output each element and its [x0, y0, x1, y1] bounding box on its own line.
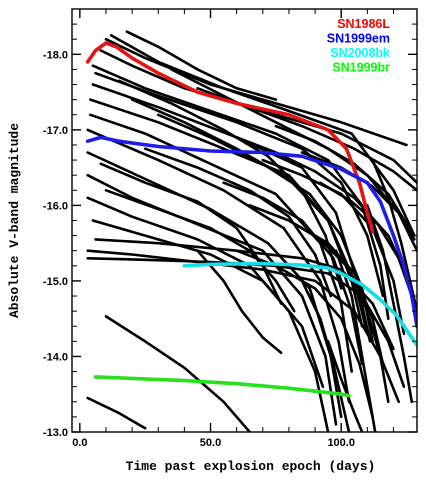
sn-light-curve-9	[86, 128, 351, 404]
sn-light-curve-4	[91, 64, 390, 320]
x-tick-label: 100.0	[327, 437, 355, 449]
legend-entry-sn1999em: SN1999em	[327, 32, 390, 46]
sn-light-curve-36	[300, 279, 351, 432]
sn-light-curve-16	[94, 238, 395, 351]
sn-light-curve-18	[157, 113, 374, 343]
sn-light-curve-42	[125, 30, 278, 101]
y-tick-label: -16.0	[43, 200, 68, 212]
x-tick-label: 50.0	[200, 437, 221, 449]
x-tick-label: 0.0	[72, 437, 87, 449]
series-line-sn1999em	[85, 135, 417, 329]
sn-light-curve-5	[94, 71, 385, 298]
sn-light-curve-14	[86, 249, 400, 404]
sn-light-curve-30	[104, 189, 296, 313]
plot-lines	[85, 30, 417, 432]
sn-light-curve-22	[261, 158, 406, 336]
sn-light-curve-23	[248, 204, 385, 366]
sn-light-curve-3	[109, 34, 416, 237]
axes: 0.0 50.0 100.0 -18.0 -17.0 -16.0 -15.0 -14.0 -13…	[7, 8, 418, 474]
sn-light-curve-12	[86, 196, 330, 432]
sn-light-curve-41	[117, 79, 343, 290]
y-axis-title: Absolute V-band magnitude	[7, 123, 22, 318]
sn-light-curve-25	[274, 124, 411, 230]
sn-light-curve-11	[86, 173, 338, 426]
series-line-sn1999br	[93, 375, 351, 398]
y-tick-label: -14.0	[43, 351, 68, 363]
sn-light-curve-40	[143, 147, 333, 298]
y-tick-label: -17.0	[43, 125, 68, 137]
sn-light-curve-38	[366, 204, 414, 404]
sn-light-curve-8	[89, 113, 353, 373]
legend-entry-sn1999br: SN1999br	[332, 61, 390, 75]
legend-entry-sn1986l: SN1986L	[337, 17, 390, 31]
series-line-sn2008bk	[182, 261, 417, 347]
y-tick-label: -15.0	[43, 276, 68, 288]
sn-light-curve-26	[300, 151, 416, 241]
sn-light-curve-34	[86, 396, 147, 430]
sn-light-curve-27	[319, 181, 414, 298]
x-axis-title: Time past explosion epoch (days)	[126, 459, 376, 474]
sn-light-curve-31	[99, 162, 283, 305]
y-tick-label: -18.0	[43, 49, 68, 61]
sn-light-curve-32	[196, 249, 283, 354]
sn-light-curve-37	[334, 249, 377, 432]
sn-light-curve-15	[86, 257, 406, 388]
legend-entry-sn2008bk: SN2008bk	[330, 46, 390, 60]
sn-light-curve-33	[104, 315, 251, 432]
sn-light-curve-28	[287, 219, 390, 404]
y-tick-label: -13.0	[43, 427, 68, 439]
